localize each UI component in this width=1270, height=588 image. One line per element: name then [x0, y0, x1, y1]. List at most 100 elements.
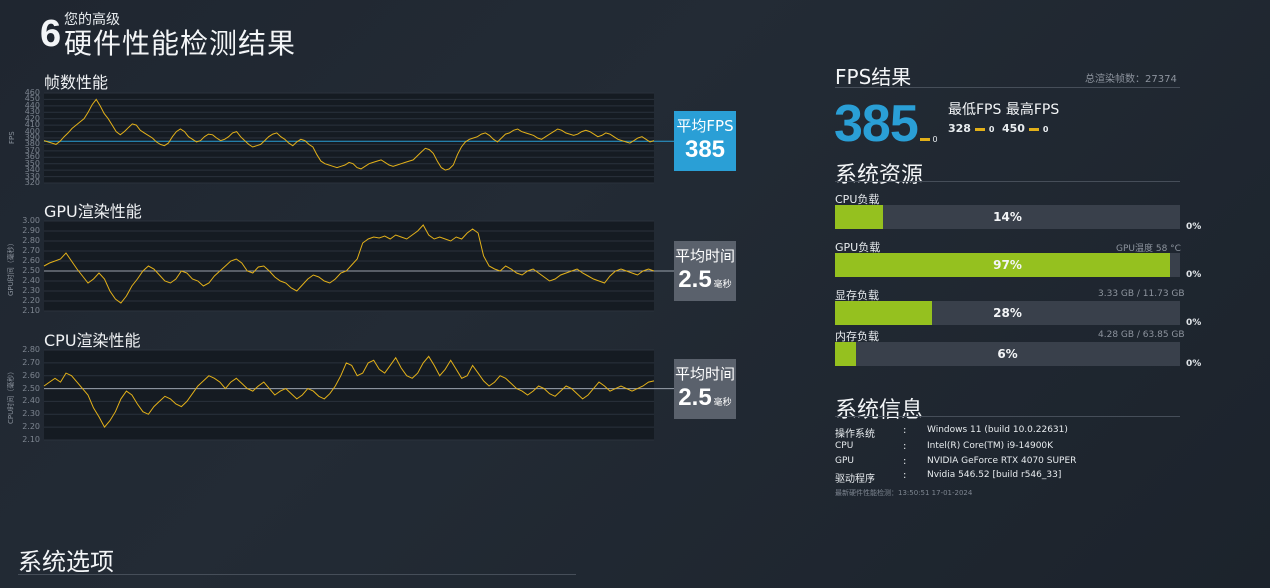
total-frames: 总渲染帧数：27374 [1085, 74, 1177, 85]
tick-label: 2.60 [22, 370, 40, 380]
avg-fps-big: 385 [834, 95, 919, 153]
cpu-load-value: 14% [993, 210, 1022, 224]
sysinfo-key: 操作系统 [835, 429, 875, 440]
tick-label: 2.10 [22, 306, 40, 315]
tick-label: 460 [24, 88, 40, 97]
ram-load-fill [835, 342, 856, 366]
sysinfo-sep: : [903, 456, 907, 467]
sysinfo-sep: : [903, 441, 907, 452]
resources-title: 系统资源 [835, 163, 924, 188]
vram-load-value: 28% [993, 306, 1022, 320]
fps-line-chart [43, 92, 674, 184]
sysinfo-value: NVIDIA GeForce RTX 4070 SUPER [927, 456, 1077, 466]
divider [835, 416, 1180, 417]
cpu-load-bar: 14% [835, 205, 1180, 229]
sysinfo-value: Windows 11 (build 10.0.22631) [927, 425, 1068, 435]
avg-fps-label: 平均FPS [676, 117, 734, 135]
cpu-load-label: CPU负载 [835, 193, 880, 206]
tick-label: 420 [24, 113, 40, 123]
tick-label: 2.40 [22, 396, 40, 406]
ram-load-value: 6% [997, 347, 1018, 361]
max-fps-mark-value: 0 [1042, 125, 1049, 134]
tick-label: 2.50 [22, 383, 40, 393]
gpu-temp: GPU温度 58 °C [1116, 244, 1181, 254]
min-fps-mark-icon [974, 127, 985, 131]
divider [835, 87, 1180, 88]
gpu-graph-title: GPU渲染性能 [44, 202, 142, 221]
series-line [43, 224, 655, 304]
cpu-avg-time-badge: 平均时间 2.5 毫秒 [674, 359, 736, 419]
gpu-avg-time-value: 2.5 [678, 266, 712, 293]
vram-load-label: 显存负载 [835, 289, 879, 302]
tick-label: 2.20 [22, 422, 40, 432]
max-fps-mark-icon [1028, 127, 1039, 131]
ram-load-label: 内存负载 [835, 330, 879, 343]
min-fps-value: 328 [948, 122, 971, 135]
tick-label: 400 [24, 126, 40, 136]
fps-graph-title: 帧数性能 [44, 73, 109, 92]
avg-fps-mark-value: 0 [932, 135, 938, 144]
tick-label: 2.50 [22, 266, 40, 275]
tick-label: 370 [24, 145, 40, 155]
sysinfo-sep: : [903, 470, 907, 481]
ram-load-right: 0% [1186, 359, 1202, 369]
cpu-graph-title: CPU渲染性能 [44, 331, 141, 350]
tick-label: 350 [24, 158, 40, 168]
tick-label: 430 [24, 107, 40, 117]
gpu-load-label: GPU负载 [835, 241, 881, 254]
divider [18, 574, 576, 575]
series-line [43, 355, 655, 428]
max-fps-value: 450 [1002, 122, 1025, 135]
avg-fps-mark: 0 [920, 135, 938, 144]
avg-fps-badge: 平均FPS 385 [674, 111, 736, 171]
tick-label: 2.30 [22, 409, 40, 419]
tick-label: 2.40 [22, 276, 40, 285]
gpu-load-bar: 97% [835, 253, 1180, 277]
vram-load-right: 0% [1186, 318, 1202, 328]
sysinfo-title: 系统信息 [835, 398, 924, 423]
tick-label: 2.30 [22, 286, 40, 295]
sysinfo-key: GPU [835, 456, 854, 466]
svg-text:6: 6 [40, 13, 61, 50]
vram-load-fill [835, 301, 932, 325]
cpu-load-fill [835, 205, 884, 229]
vram-load-bar: 28% [835, 301, 1180, 325]
header-subtitle: 您的高级 [64, 12, 120, 28]
avg-fps-mark-icon [920, 138, 930, 141]
gpu-avg-time-label: 平均时间 [674, 247, 735, 265]
options-title[interactable]: 系统选项 [18, 548, 114, 576]
sysinfo-key: CPU [835, 441, 854, 451]
gpu-avg-time-unit: 毫秒 [713, 279, 732, 289]
app-logo-icon: 6 [40, 12, 62, 55]
tick-label: 330 [24, 171, 40, 181]
tick-label: 360 [24, 152, 40, 162]
gpu-avg-time-badge: 平均时间 2.5 毫秒 [674, 241, 736, 301]
cpu-axis-ticks: 2.80 2.70 2.60 2.50 2.40 2.30 2.20 2.10 [14, 345, 40, 445]
gpu-line-chart [43, 220, 674, 312]
min-fps: 328 0 [948, 122, 994, 135]
gpu-load-value: 97% [993, 258, 1022, 272]
tick-label: 440 [24, 100, 40, 110]
tick-label: 390 [24, 133, 40, 142]
fps-result-title: FPS结果 [835, 65, 912, 89]
gpu-load-fill [835, 253, 1170, 277]
tick-label: 320 [24, 178, 40, 187]
cpu-avg-time-label: 平均时间 [674, 365, 735, 383]
tick-label: 2.70 [22, 246, 40, 255]
tick-label: 2.60 [22, 256, 40, 265]
divider [835, 181, 1180, 182]
cpu-load-right: 0% [1186, 222, 1202, 232]
ram-load-bar: 6% [835, 342, 1180, 366]
avg-fps-value: 385 [684, 136, 726, 163]
gpu-load-right: 0% [1186, 270, 1202, 280]
tick-label: 380 [24, 139, 40, 149]
vram-usage: 3.33 GB / 11.73 GB [1098, 289, 1185, 299]
max-fps: 450 0 [1002, 122, 1048, 135]
tick-label: 340 [24, 165, 40, 175]
cpu-line-chart [43, 349, 674, 441]
min-max-fps-label: 最低FPS 最高FPS [948, 102, 1060, 118]
tick-label: 450 [24, 94, 40, 104]
series-line [43, 98, 655, 171]
page-title: 硬件性能检测结果 [64, 27, 297, 60]
tick-label: 3.00 [22, 216, 40, 225]
